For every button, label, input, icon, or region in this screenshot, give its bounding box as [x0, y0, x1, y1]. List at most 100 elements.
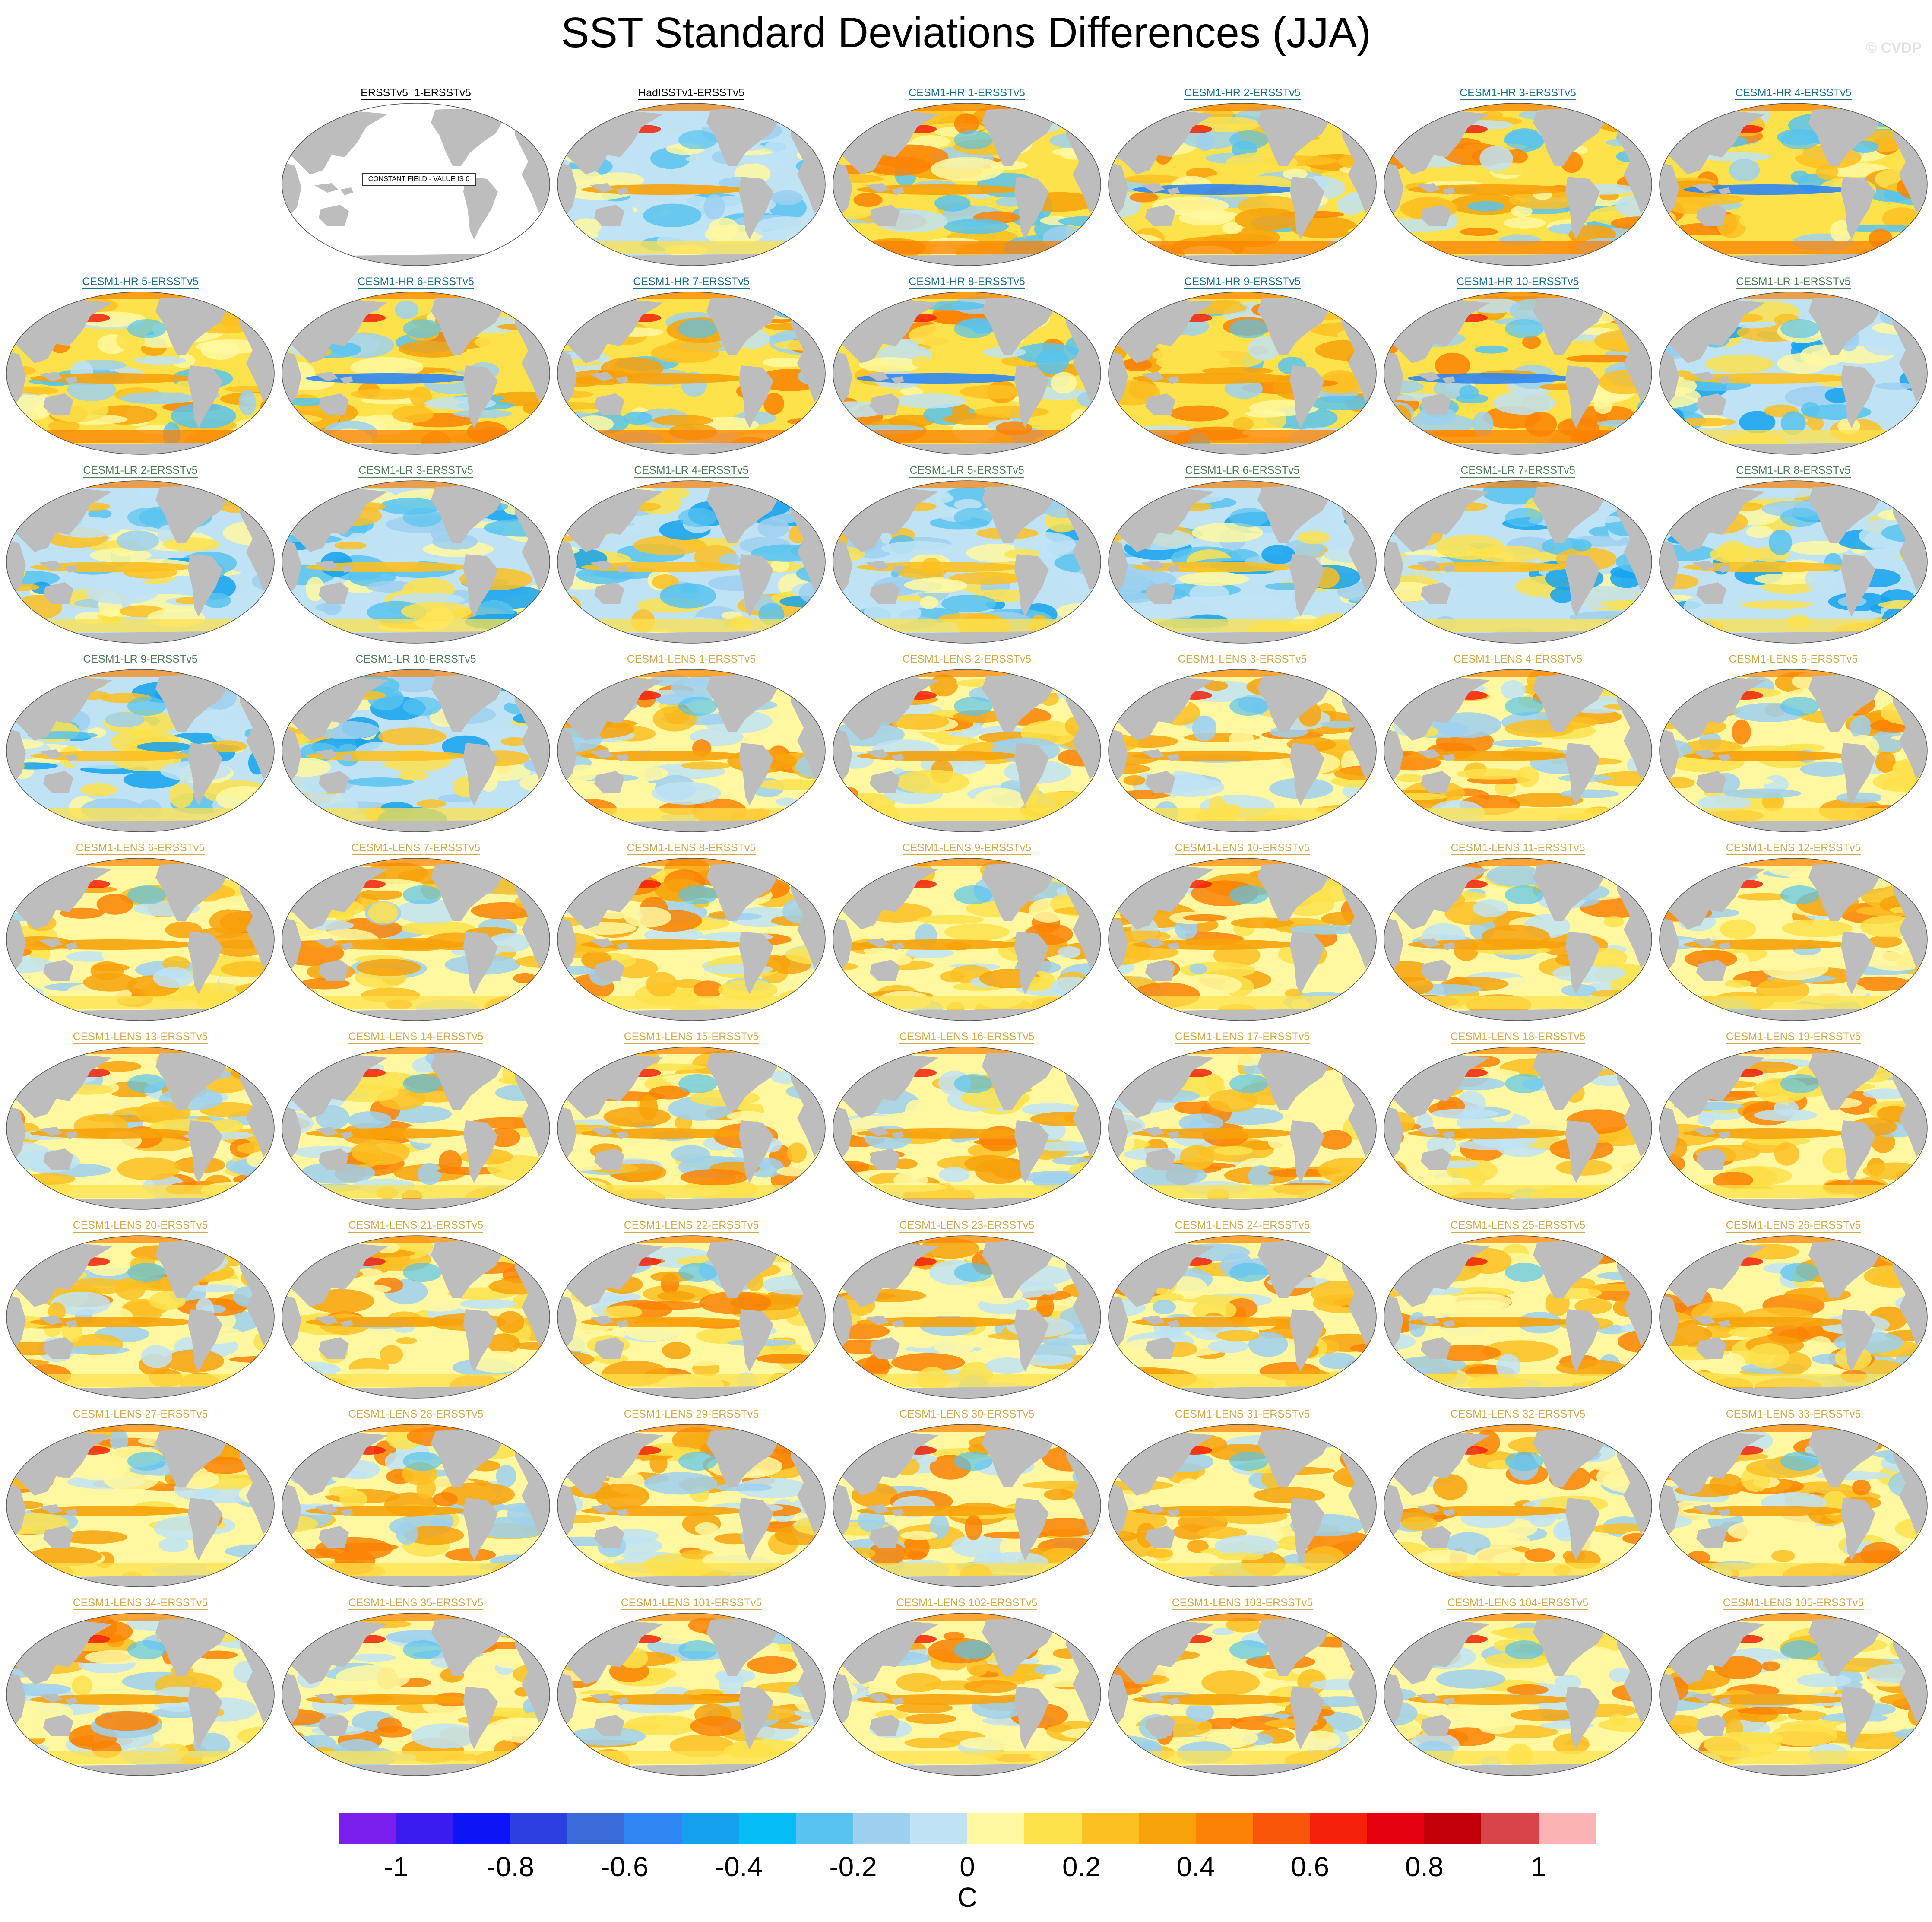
map-panel: ERSSTv5_1-ERSSTv5 CONSTANT FIELD - VALUE … — [280, 86, 552, 268]
map-border — [1384, 1235, 1652, 1399]
robinson-map — [282, 858, 550, 1021]
panel-title-text: CESM1-LENS 17-ERSSTv5 — [1175, 1031, 1310, 1044]
map-border — [557, 1613, 826, 1776]
land-north-america — [431, 1618, 504, 1676]
land-australia — [1421, 582, 1451, 604]
robinson-map — [557, 858, 826, 1021]
panel-title-text: CESM1-LENS 22-ERSSTv5 — [624, 1219, 759, 1233]
land-indonesia — [39, 749, 78, 761]
panel-title: CESM1-LR 7-ERSSTv5 — [1382, 464, 1654, 478]
land-australia — [1421, 393, 1451, 415]
panel-title: CESM1-LR 9-ERSSTv5 — [4, 653, 276, 666]
robinson-map — [282, 669, 550, 832]
panel-title: CESM1-LENS 17-ERSSTv5 — [1106, 1030, 1378, 1044]
map-border — [6, 858, 275, 1021]
map-border — [1108, 669, 1377, 832]
colorbar-swatch — [1367, 1813, 1425, 1844]
map-panel: CESM1-LENS 4-ERSSTv5 — [1382, 653, 1654, 834]
land-australia — [43, 771, 73, 793]
land-north-america — [1257, 1051, 1331, 1110]
map-border — [282, 1047, 550, 1210]
land-indonesia — [1692, 1693, 1731, 1705]
map-panel: CESM1-LENS 15-ERSSTv5 — [555, 1030, 827, 1212]
panel-title-text: CESM1-LENS 19-ERSSTv5 — [1726, 1031, 1861, 1044]
panel-title-text: CESM1-LENS 15-ERSSTv5 — [624, 1031, 759, 1044]
map-panel: CESM1-HR 10-ERSSTv5 — [1382, 275, 1654, 457]
land-north-america — [1257, 674, 1331, 732]
land-south-america — [1841, 1120, 1875, 1183]
map-panel: CESM1-LR 9-ERSSTv5 — [4, 653, 276, 834]
land-indonesia — [865, 372, 904, 384]
map-border — [6, 292, 275, 455]
panel-title: CESM1-LENS 9-ERSSTv5 — [831, 841, 1103, 855]
map-panel: CESM1-LENS 2-ERSSTv5 — [831, 653, 1103, 834]
land-south-america — [739, 1687, 773, 1749]
map-border — [833, 480, 1101, 644]
panel-title-text: CESM1-HR 4-ERSSTv5 — [1735, 87, 1852, 100]
land-north-america — [1257, 108, 1331, 166]
land-south-america — [188, 1687, 222, 1749]
robinson-map — [1108, 103, 1377, 266]
colorbar-swatch — [1081, 1813, 1139, 1844]
land-australia — [1696, 771, 1726, 793]
colorbar-swatch — [967, 1813, 1025, 1844]
colorbar-swatch — [624, 1813, 682, 1844]
map-border — [282, 858, 550, 1021]
land-indonesia — [314, 183, 353, 195]
land-australia — [870, 1526, 900, 1548]
land-indonesia — [1416, 749, 1455, 761]
land-indonesia — [1141, 561, 1180, 573]
land-indonesia — [1141, 1693, 1180, 1705]
land-south-america — [739, 1309, 773, 1372]
map-border — [1384, 480, 1652, 644]
watermark: © CVDP — [1866, 40, 1922, 56]
panel-title-text: CESM1-LR 6-ERSSTv5 — [1185, 464, 1300, 478]
colorbar-swatch — [1138, 1813, 1196, 1844]
land-south-america — [1290, 1498, 1324, 1560]
robinson-map — [1659, 103, 1928, 266]
land-north-america — [431, 108, 504, 166]
robinson-map — [1384, 1613, 1652, 1776]
map-border — [1659, 292, 1928, 455]
land-australia — [594, 205, 624, 226]
panel-title: CESM1-HR 8-ERSSTv5 — [831, 275, 1103, 289]
land-north-america — [982, 485, 1055, 543]
land-australia — [319, 205, 349, 226]
panel-title-text: CESM1-LR 9-ERSSTv5 — [83, 653, 198, 666]
robinson-map — [833, 669, 1101, 832]
land-australia — [43, 1337, 73, 1359]
land-indonesia — [314, 561, 353, 573]
robinson-map — [833, 103, 1101, 266]
land-indonesia — [590, 561, 629, 573]
land-indonesia — [590, 749, 629, 761]
robinson-map — [6, 1235, 275, 1399]
land-north-america — [706, 1618, 780, 1676]
land-south-america — [188, 743, 222, 806]
panel-title: CESM1-LR 2-ERSSTv5 — [4, 464, 276, 478]
robinson-map — [6, 1424, 275, 1587]
robinson-map — [1108, 1047, 1377, 1210]
map-panel: CESM1-LR 3-ERSSTv5 — [280, 464, 552, 645]
land-indonesia — [590, 1693, 629, 1705]
map-panel: CESM1-LENS 104-ERSSTv5 — [1382, 1596, 1654, 1778]
land-south-america — [1290, 554, 1324, 617]
panel-title: CESM1-HR 4-ERSSTv5 — [1657, 86, 1929, 100]
robinson-map — [1384, 103, 1652, 266]
land-south-america — [463, 743, 498, 806]
robinson-map — [557, 669, 826, 832]
map-border — [1384, 1613, 1652, 1776]
land-north-america — [155, 1051, 229, 1110]
land-north-america — [155, 1618, 229, 1676]
map-panel: CESM1-LENS 17-ERSSTv5 — [1106, 1030, 1378, 1212]
land-australia — [1696, 1526, 1726, 1548]
map-border — [1659, 1613, 1928, 1776]
land-north-america — [706, 674, 780, 732]
land-australia — [43, 1148, 73, 1170]
land-indonesia — [865, 1504, 904, 1516]
land-indonesia — [1416, 938, 1455, 950]
land-australia — [1145, 205, 1175, 226]
map-panel: CESM1-LENS 7-ERSSTv5 — [280, 841, 552, 1023]
land-indonesia — [314, 749, 353, 761]
land-north-america — [1533, 1429, 1606, 1487]
map-border — [6, 480, 275, 644]
